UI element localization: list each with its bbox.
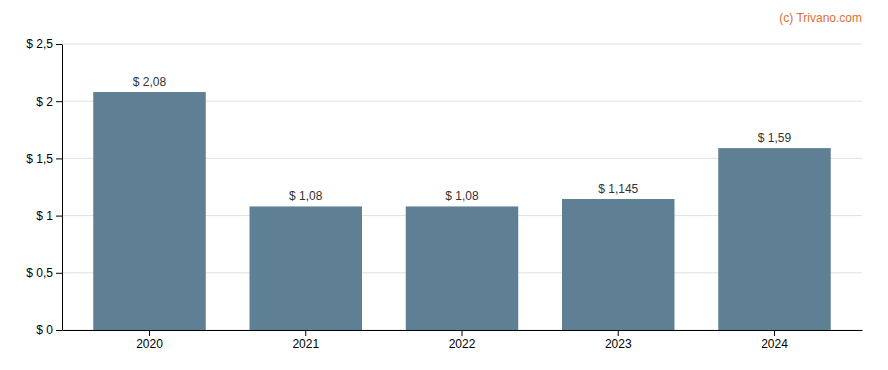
- x-tick: 2024: [761, 330, 788, 351]
- x-tick-mark: [149, 330, 150, 336]
- y-tick-mark: [56, 158, 62, 159]
- y-axis: $ 0 $ 0,5 $ 1 $ 1,5 $ 2 $ 2,5: [26, 37, 62, 337]
- bar: [718, 148, 831, 330]
- bar: [250, 206, 363, 330]
- x-tick-label: 2023: [605, 337, 632, 351]
- grid: [62, 44, 862, 330]
- y-tick-label: $ 2: [36, 95, 53, 109]
- y-tick-mark: [56, 330, 62, 331]
- x-tick-label: 2021: [292, 337, 319, 351]
- bar: [93, 92, 206, 330]
- y-tick: $ 0: [36, 323, 62, 337]
- y-tick-label: $ 2,5: [26, 37, 53, 51]
- grid-line: [62, 44, 862, 45]
- y-tick-mark: [56, 273, 62, 274]
- x-tick-mark: [462, 330, 463, 336]
- y-tick: $ 1: [36, 209, 62, 223]
- bar: [406, 206, 519, 330]
- y-tick: $ 2: [36, 95, 62, 109]
- x-tick-mark: [305, 330, 306, 336]
- y-tick-mark: [56, 44, 62, 45]
- data-label: $ 1,08: [445, 189, 479, 203]
- plot: $ 0 $ 0,5 $ 1 $ 1,5 $ 2 $ 2,5 2020 2021 2022 2023…: [26, 37, 862, 350]
- data-labels: $ 2,08 $ 1,08 $ 1,08 $ 1,145 $ 1,59: [133, 75, 792, 203]
- x-axis: 2020 2021 2022 2023 2024: [63, 330, 863, 351]
- y-tick-label: $ 1,5: [26, 152, 53, 166]
- y-tick: $ 0,5: [26, 266, 62, 280]
- x-tick: 2020: [136, 330, 163, 351]
- y-tick-mark: [56, 101, 62, 102]
- x-tick-mark: [618, 330, 619, 336]
- y-axis-line: [62, 45, 63, 331]
- x-tick-label: 2020: [136, 337, 163, 351]
- chart: $ 0 $ 0,5 $ 1 $ 1,5 $ 2 $ 2,5 2020 2021 2022 2023…: [0, 0, 888, 370]
- data-label: $ 1,145: [598, 182, 638, 196]
- x-tick-label: 2022: [449, 337, 476, 351]
- y-tick: $ 2,5: [26, 37, 62, 51]
- y-tick-label: $ 0: [36, 323, 53, 337]
- data-label: $ 2,08: [133, 75, 167, 89]
- bars: [93, 92, 831, 330]
- y-tick-label: $ 1: [36, 209, 53, 223]
- data-label: $ 1,59: [758, 131, 792, 145]
- x-tick-label: 2024: [761, 337, 788, 351]
- y-tick: $ 1,5: [26, 152, 62, 166]
- x-tick: 2022: [449, 330, 476, 351]
- x-tick-mark: [774, 330, 775, 336]
- annotation: (c) Trivano.com: [779, 11, 862, 25]
- x-tick: 2023: [605, 330, 632, 351]
- x-tick: 2021: [292, 330, 319, 351]
- y-tick-label: $ 0,5: [26, 266, 53, 280]
- y-tick-mark: [56, 216, 62, 217]
- bar: [562, 199, 675, 330]
- data-label: $ 1,08: [289, 189, 323, 203]
